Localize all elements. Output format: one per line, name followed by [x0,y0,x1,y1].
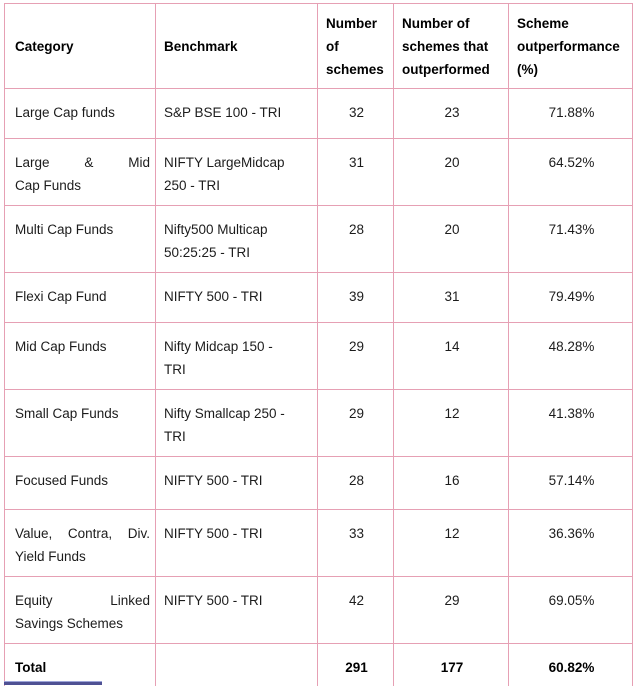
schemes-count-cell: 39 [317,272,394,323]
category-cell: Flexi Cap Fund [4,272,156,323]
benchmark-cell: NIFTY LargeMidcap 250 - TRI [155,138,318,206]
benchmark-cell: NIFTY 500 - TRI [155,456,318,510]
table-row: Value, Contra, Div. Yield Funds NIFTY 500… [4,509,633,577]
benchmark-cell: S&P BSE 100 - TRI [155,88,318,139]
outperformance-pct-cell: 48.28% [508,322,633,390]
outperformed-count-cell: 20 [393,138,509,206]
schemes-count-cell: 28 [317,456,394,510]
table-row: Mid Cap Funds Nifty Midcap 150 - TRI 29 … [4,322,633,390]
table-row: Flexi Cap Fund NIFTY 500 - TRI 39 31 79.… [4,272,633,323]
benchmark-cell: Nifty Smallcap 250 - TRI [155,389,318,457]
outperformed-count-cell: 23 [393,88,509,139]
category-cell: Large & Mid Cap Funds [4,138,156,206]
total-schemes-count-cell: 291 [317,643,394,686]
table-row: Multi Cap Funds Nifty500 Multicap 50:25:… [4,205,633,273]
outperformance-pct-cell: 57.14% [508,456,633,510]
table-row: Focused Funds NIFTY 500 - TRI 28 16 57.1… [4,456,633,510]
category-cell: Focused Funds [4,456,156,510]
schemes-count-cell: 29 [317,322,394,390]
outperformed-count-cell: 12 [393,509,509,577]
benchmark-cell: NIFTY 500 - TRI [155,509,318,577]
header-schemes-outperformed: Number of schemes that outperformed [393,3,509,89]
category-cell: Multi Cap Funds [4,205,156,273]
outperformance-pct-cell: 36.36% [508,509,633,577]
category-cell: Mid Cap Funds [4,322,156,390]
category-cell: Equity Linked Savings Schemes [4,576,156,644]
header-number-of-schemes: Number of schemes [317,3,394,89]
total-row: Total 291 177 60.82% [4,643,633,686]
table-row: Large Cap funds S&P BSE 100 - TRI 32 23 … [4,88,633,139]
schemes-count-cell: 33 [317,509,394,577]
table-row: Large & Mid Cap Funds NIFTY LargeMidcap 2… [4,138,633,206]
benchmark-cell: Nifty Midcap 150 - TRI [155,322,318,390]
outperformed-count-cell: 29 [393,576,509,644]
schemes-count-cell: 32 [317,88,394,139]
schemes-count-cell: 29 [317,389,394,457]
header-benchmark: Benchmark [155,3,318,89]
outperformed-count-cell: 16 [393,456,509,510]
total-outperformed-count-cell: 177 [393,643,509,686]
outperformed-count-cell: 20 [393,205,509,273]
header-outperformance-pct: Scheme outperformance (%) [508,3,633,89]
category-cell: Large Cap funds [4,88,156,139]
header-category: Category [4,3,156,89]
benchmark-cell: NIFTY 500 - TRI [155,272,318,323]
outperformance-pct-cell: 71.88% [508,88,633,139]
outperformed-count-cell: 31 [393,272,509,323]
outperformance-pct-cell: 41.38% [508,389,633,457]
schemes-count-cell: 28 [317,205,394,273]
total-label-cell: Total [4,643,156,686]
table-row: Small Cap Funds Nifty Smallcap 250 - TRI… [4,389,633,457]
benchmark-cell: Nifty500 Multicap 50:25:25 - TRI [155,205,318,273]
schemes-count-cell: 42 [317,576,394,644]
total-benchmark-cell [155,643,318,686]
header-row: Category Benchmark Number of schemes Num… [4,3,633,89]
cropped-bottom-element-bar [4,681,102,685]
outperformance-pct-cell: 71.43% [508,205,633,273]
schemes-count-cell: 31 [317,138,394,206]
category-cell: Value, Contra, Div. Yield Funds [4,509,156,577]
table-row: Equity Linked Savings Schemes NIFTY 500 -… [4,576,633,644]
outperformance-pct-cell: 69.05% [508,576,633,644]
outperformance-pct-cell: 64.52% [508,138,633,206]
category-cell: Small Cap Funds [4,389,156,457]
outperformed-count-cell: 14 [393,322,509,390]
outperformance-pct-cell: 79.49% [508,272,633,323]
outperformed-count-cell: 12 [393,389,509,457]
total-outperformance-pct-cell: 60.82% [508,643,633,686]
scheme-outperformance-table: Category Benchmark Number of schemes Num… [4,3,633,686]
benchmark-cell: NIFTY 500 - TRI [155,576,318,644]
